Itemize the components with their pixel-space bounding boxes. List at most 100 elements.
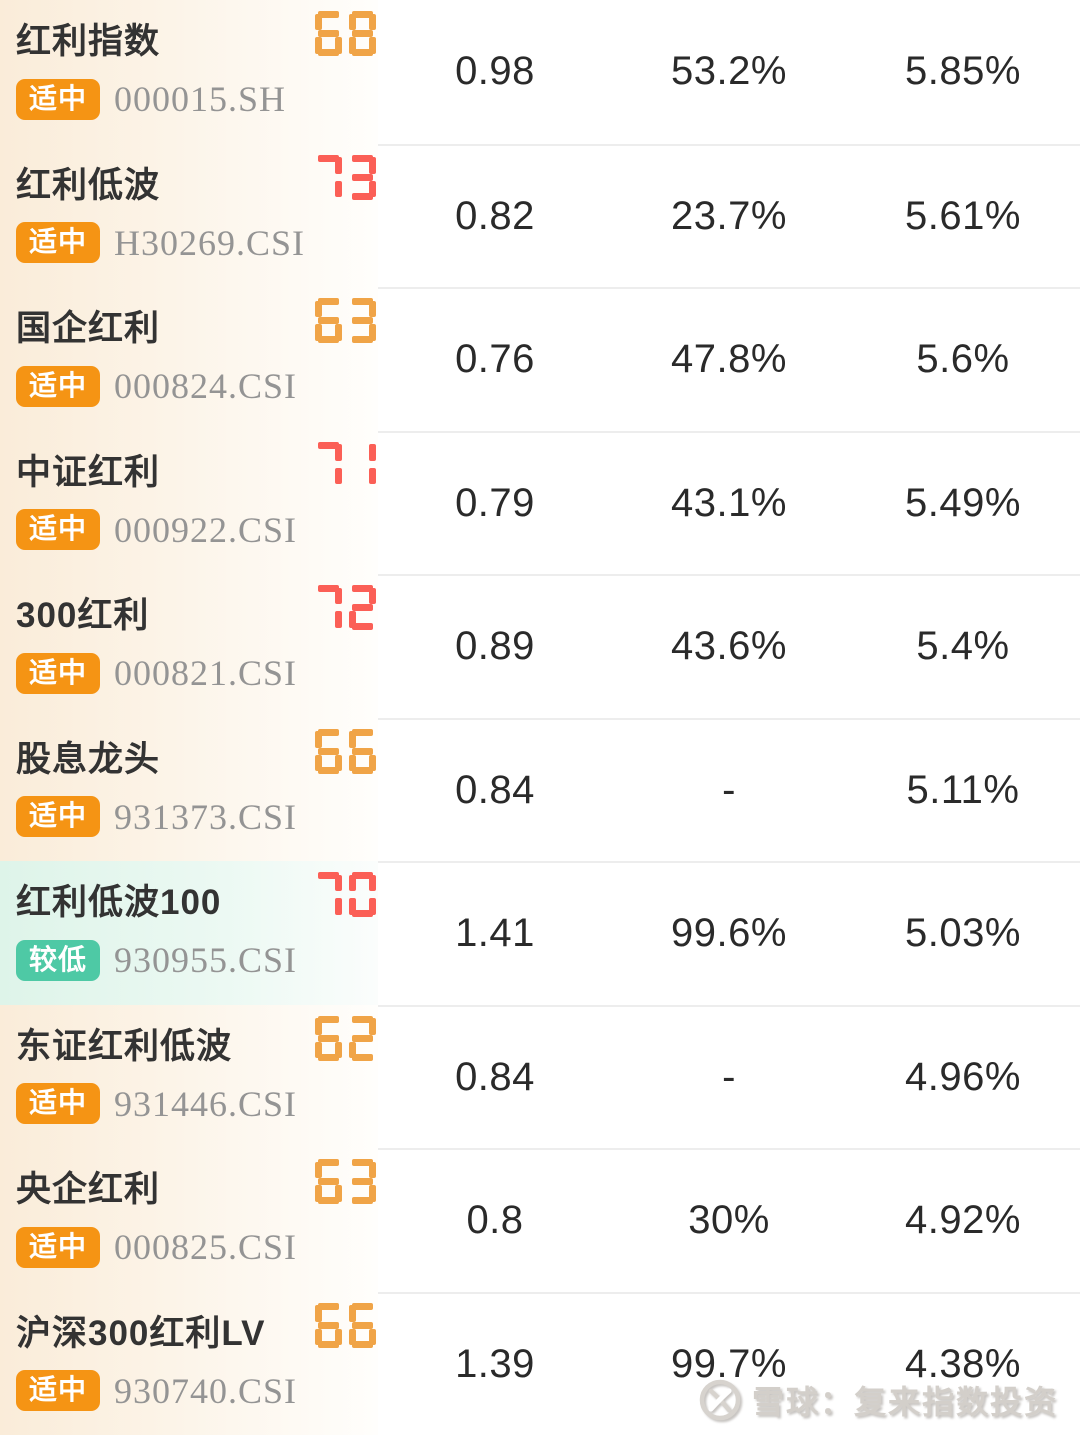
row-value-2: - — [722, 1054, 736, 1099]
index-values-cell: 0.76 47.8% 5.6% — [378, 287, 1080, 431]
index-name: 国企红利 — [16, 309, 161, 348]
row-value-1: 0.89 — [455, 624, 535, 669]
index-values-cell: 0.84 - 5.11% — [378, 717, 1080, 862]
index-code: 930955.CSI — [114, 940, 298, 981]
index-info-cell: 中证红利 适中 000922.CSI — [0, 431, 378, 575]
watermark: 雪球：复来指数投资 — [698, 1377, 1058, 1423]
index-info-cell: 300红利 适中 000821.CSI — [0, 574, 378, 718]
score-seven-segment — [308, 585, 376, 630]
index-row[interactable]: 国企红利 适中 000824.CSI 0.76 47.8% 5.6% — [0, 287, 1080, 431]
index-row[interactable]: 红利低波 适中 H30269.CSI 0.82 23.7% 5.61% — [0, 143, 1080, 288]
row-value-2: 23.7% — [671, 193, 787, 238]
score-seven-segment — [308, 11, 376, 56]
score-seven-segment — [308, 1302, 376, 1348]
row-value-2: 43.6% — [671, 624, 787, 669]
valuation-badge: 适中 — [16, 78, 101, 120]
index-meta: 适中 H30269.CSI — [16, 222, 378, 264]
valuation-badge: 较低 — [16, 939, 101, 981]
index-meta: 较低 930955.CSI — [16, 939, 378, 981]
index-row[interactable]: 东证红利低波 适中 931446.CSI 0.84 - 4.96% — [0, 1004, 1080, 1149]
index-row[interactable]: 股息龙头 适中 931373.CSI 0.84 - 5.11% — [0, 717, 1080, 862]
index-row[interactable]: 中证红利 适中 000922.CSI 0.79 43.1% 5.49% — [0, 430, 1080, 575]
index-info-cell: 红利低波100 较低 930955.CSI — [0, 861, 378, 1005]
row-value-2: 99.6% — [671, 911, 787, 956]
index-code: 000825.CSI — [114, 1227, 298, 1268]
score-seven-segment — [308, 154, 376, 200]
index-meta: 适中 000824.CSI — [16, 365, 378, 407]
index-info-cell: 红利低波 适中 H30269.CSI — [0, 144, 378, 288]
index-code: 930740.CSI — [114, 1370, 298, 1411]
index-values-cell: 0.82 23.7% 5.61% — [378, 143, 1080, 288]
index-meta: 适中 930740.CSI — [16, 1370, 378, 1412]
row-value-2: - — [722, 767, 736, 812]
index-name: 中证红利 — [16, 452, 161, 492]
row-value-1: 1.41 — [455, 911, 535, 956]
valuation-badge: 适中 — [16, 1226, 101, 1268]
row-value-1: 0.84 — [455, 767, 535, 812]
valuation-badge: 适中 — [16, 222, 101, 264]
index-info-cell: 股息龙头 适中 931373.CSI — [0, 718, 378, 862]
row-value-1: 0.98 — [455, 49, 535, 94]
snowball-logo-icon — [699, 1379, 741, 1421]
watermark-text: 雪球：复来指数投资 — [751, 1384, 1058, 1420]
score-seven-segment — [308, 441, 376, 487]
row-value-3: 5.4% — [916, 624, 1010, 669]
valuation-badge: 适中 — [16, 1083, 101, 1125]
index-meta: 适中 931446.CSI — [16, 1083, 378, 1125]
index-info-cell: 沪深300红利LV 适中 930740.CSI — [0, 1292, 378, 1435]
index-name: 300红利 — [16, 596, 150, 635]
index-code: 000821.CSI — [114, 653, 298, 694]
index-info-cell: 央企红利 适中 000825.CSI — [0, 1148, 378, 1292]
row-value-2: 43.1% — [671, 480, 787, 525]
row-value-3: 4.92% — [905, 1198, 1021, 1243]
index-code: 931373.CSI — [114, 796, 298, 837]
row-value-3: 5.61% — [905, 193, 1021, 238]
index-row[interactable]: 红利指数 适中 000015.SH 0.98 53.2% 5.85% — [0, 0, 1080, 144]
index-row[interactable]: 红利低波100 较低 930955.CSI 1.41 99.6% 5.03% — [0, 861, 1080, 1005]
index-name: 红利低波100 — [16, 883, 222, 922]
score-seven-segment — [308, 872, 376, 917]
index-values-cell: 0.89 43.6% 5.4% — [378, 574, 1080, 718]
index-code: 000015.SH — [114, 79, 287, 120]
score-seven-segment — [308, 1015, 376, 1061]
row-value-3: 4.96% — [905, 1054, 1021, 1099]
index-code: H30269.CSI — [114, 222, 306, 263]
valuation-badge: 适中 — [16, 365, 101, 407]
index-name: 东证红利低波 — [16, 1026, 233, 1066]
score-seven-segment — [308, 1159, 376, 1204]
valuation-badge: 适中 — [16, 796, 101, 838]
index-values-cell: 0.98 53.2% 5.85% — [378, 0, 1080, 144]
row-value-2: 99.7% — [671, 1341, 787, 1386]
row-value-1: 0.84 — [455, 1054, 535, 1099]
valuation-badge: 适中 — [16, 652, 101, 694]
row-value-2: 30% — [688, 1198, 770, 1243]
index-meta: 适中 931373.CSI — [16, 796, 378, 838]
row-value-1: 0.8 — [466, 1198, 524, 1243]
row-value-3: 5.6% — [916, 337, 1010, 382]
valuation-badge: 适中 — [16, 509, 101, 551]
index-name: 股息龙头 — [16, 739, 161, 779]
row-value-1: 0.82 — [455, 193, 535, 238]
row-value-2: 47.8% — [671, 337, 787, 382]
score-seven-segment — [308, 298, 376, 343]
index-meta: 适中 000015.SH — [16, 78, 378, 120]
index-row[interactable]: 300红利 适中 000821.CSI 0.89 43.6% 5.4% — [0, 574, 1080, 718]
row-value-3: 5.85% — [905, 49, 1021, 94]
index-values-cell: 1.41 99.6% 5.03% — [378, 861, 1080, 1005]
index-meta: 适中 000922.CSI — [16, 509, 378, 551]
index-code: 931446.CSI — [114, 1083, 298, 1124]
row-value-1: 0.76 — [455, 337, 535, 382]
index-values-cell: 0.79 43.1% 5.49% — [378, 430, 1080, 575]
index-name: 红利低波 — [16, 165, 161, 205]
index-row[interactable]: 沪深300红利LV 适中 930740.CSI 1.39 99.7% 4.38% — [0, 1291, 1080, 1435]
valuation-badge: 适中 — [16, 1370, 101, 1412]
index-info-cell: 国企红利 适中 000824.CSI — [0, 287, 378, 431]
row-value-2: 53.2% — [671, 49, 787, 94]
row-value-1: 1.39 — [455, 1341, 535, 1386]
row-value-3: 5.03% — [905, 911, 1021, 956]
index-row[interactable]: 央企红利 适中 000825.CSI 0.8 30% 4.92% — [0, 1148, 1080, 1292]
index-values-cell: 0.8 30% 4.92% — [378, 1148, 1080, 1292]
index-name: 央企红利 — [16, 1170, 161, 1209]
index-values-cell: 0.84 - 4.96% — [378, 1004, 1080, 1149]
